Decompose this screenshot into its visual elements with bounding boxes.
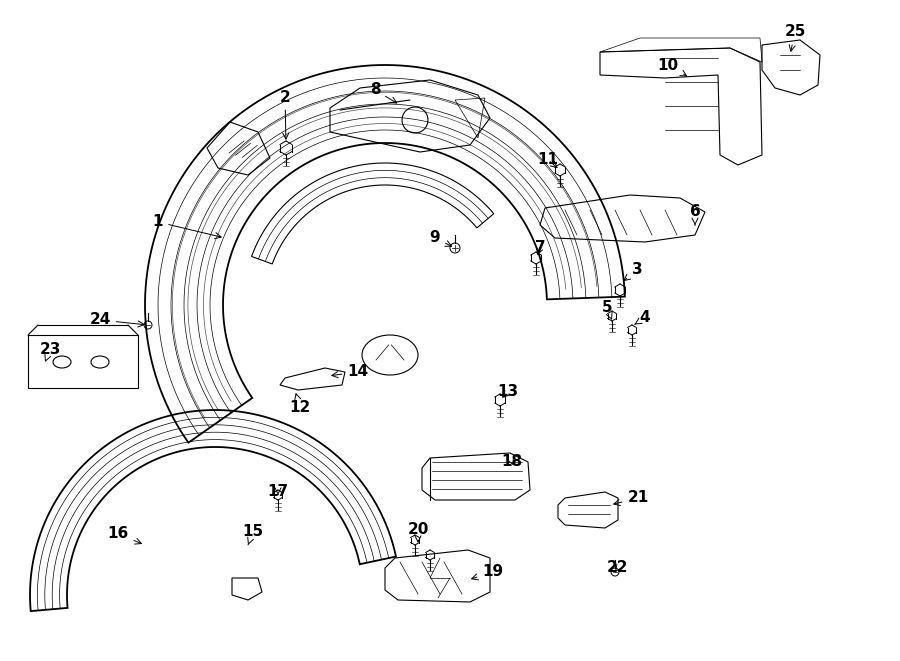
Text: 4: 4 <box>634 311 651 325</box>
Text: 7: 7 <box>535 241 545 256</box>
Text: 12: 12 <box>290 394 310 416</box>
Text: 24: 24 <box>89 313 144 327</box>
Text: 9: 9 <box>429 231 452 247</box>
Text: 25: 25 <box>784 24 806 51</box>
Text: 10: 10 <box>657 58 687 76</box>
Text: 23: 23 <box>40 342 60 361</box>
Text: 8: 8 <box>370 83 397 103</box>
Text: 1: 1 <box>153 215 221 239</box>
Text: 21: 21 <box>614 490 649 506</box>
Text: 14: 14 <box>332 364 369 379</box>
Text: 20: 20 <box>408 522 428 542</box>
Text: 18: 18 <box>501 455 523 469</box>
Text: 19: 19 <box>472 564 504 580</box>
Text: 5: 5 <box>602 301 612 319</box>
Text: 15: 15 <box>242 524 264 545</box>
Text: 16: 16 <box>107 527 141 544</box>
Text: 2: 2 <box>280 89 291 139</box>
Text: 11: 11 <box>537 153 559 167</box>
Text: 3: 3 <box>624 262 643 280</box>
Text: 22: 22 <box>608 561 629 576</box>
Text: 13: 13 <box>498 385 518 399</box>
Text: 6: 6 <box>689 204 700 225</box>
Text: 17: 17 <box>267 485 289 500</box>
